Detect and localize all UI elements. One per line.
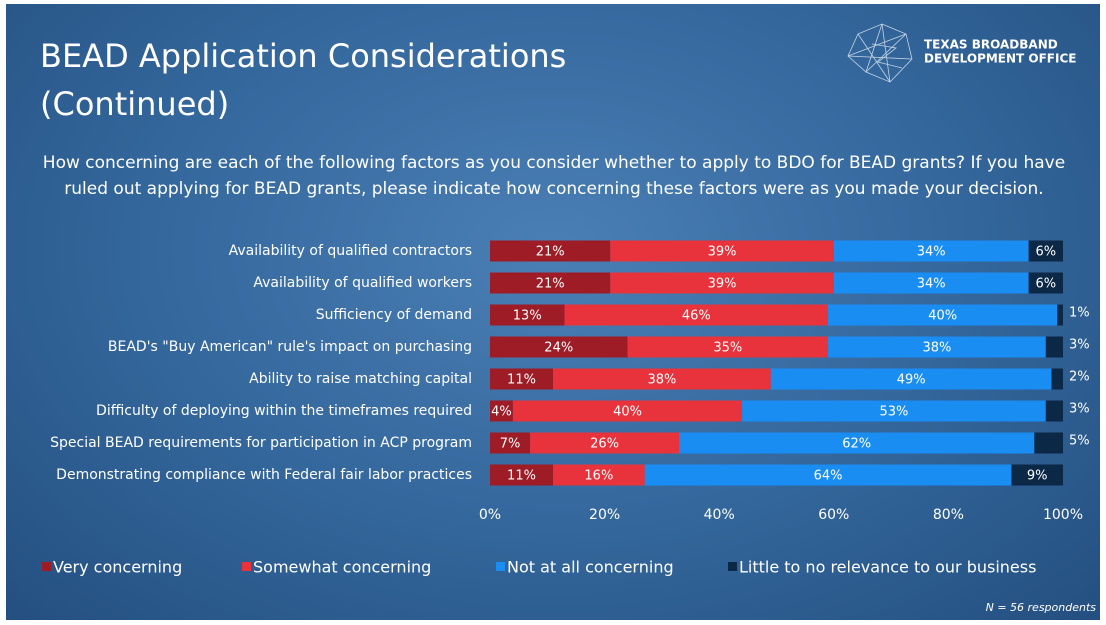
bar-segment <box>644 464 1012 486</box>
data-label: 39% <box>708 245 737 260</box>
category-label: Ability to raise matching capital <box>249 371 472 387</box>
data-label: 3% <box>1069 402 1090 417</box>
data-label: 11% <box>507 373 536 388</box>
x-tick-label: 80% <box>933 507 964 523</box>
bar-segment <box>564 304 829 326</box>
data-label: 3% <box>1069 338 1090 353</box>
legend-swatch <box>42 562 51 571</box>
data-label: 2% <box>1069 370 1090 385</box>
legend-swatch <box>496 562 505 571</box>
bar-segment <box>490 368 554 390</box>
bar-segment <box>512 400 743 422</box>
data-label: 21% <box>536 277 565 292</box>
bar-segment <box>1011 464 1063 486</box>
data-label: 5% <box>1069 434 1090 449</box>
data-label: 64% <box>814 469 843 484</box>
data-label: 39% <box>708 277 737 292</box>
data-label: 6% <box>1035 245 1056 260</box>
x-tick-label: 20% <box>589 507 620 523</box>
category-label: BEAD's "Buy American" rule's impact on p… <box>108 339 472 355</box>
bar-segment <box>1028 272 1063 294</box>
logo-icon <box>847 23 913 83</box>
subtitle: How concerning are each of the following… <box>42 153 1066 199</box>
data-label: 38% <box>922 341 951 356</box>
data-label: 26% <box>590 437 619 452</box>
bar-segment <box>530 432 680 454</box>
bar-segment <box>1045 336 1063 358</box>
bar-segment <box>828 336 1046 358</box>
bar-segment <box>490 400 513 422</box>
bar-segment <box>490 336 628 358</box>
category-label: Demonstrating compliance with Federal fa… <box>56 467 472 483</box>
logo-text: TEXAS BROADBAND <box>924 38 1058 52</box>
data-label: 34% <box>917 277 946 292</box>
x-tick-label: 40% <box>704 507 735 523</box>
x-tick-label: 100% <box>1043 507 1083 523</box>
bar-segment <box>833 272 1029 294</box>
legend-swatch <box>242 562 251 571</box>
legend-label: Little to no relevance to our business <box>739 558 1036 577</box>
bar-segment <box>1034 432 1063 454</box>
category-label: Sufficiency of demand <box>316 307 472 323</box>
title: BEAD Application Considerations (Continu… <box>40 37 567 123</box>
bar-segment <box>610 272 834 294</box>
data-label: 34% <box>917 245 946 260</box>
data-label: 6% <box>1035 277 1056 292</box>
bar-segment <box>679 432 1035 454</box>
bar-segment <box>490 240 611 262</box>
data-label: 4% <box>491 405 512 420</box>
data-label: 40% <box>613 405 642 420</box>
data-label: 7% <box>500 437 521 452</box>
category-label: Availability of qualified workers <box>253 275 472 291</box>
category-label: Special BEAD requirements for participat… <box>50 435 472 451</box>
bar-segment <box>828 304 1058 326</box>
data-label: 46% <box>682 309 711 324</box>
bar-segment <box>1045 400 1063 422</box>
bar-segment <box>770 368 1052 390</box>
bar-segment <box>1051 368 1063 390</box>
data-label: 49% <box>897 373 926 388</box>
legend-swatch <box>728 562 737 571</box>
data-label: 35% <box>713 341 742 356</box>
bar-segment <box>833 240 1029 262</box>
bar-segment <box>553 368 771 390</box>
bar-segment <box>742 400 1046 422</box>
bar-segment <box>490 304 565 326</box>
bar-segment <box>490 432 531 454</box>
x-tick-label: 0% <box>479 507 501 523</box>
data-label: 21% <box>536 245 565 260</box>
data-label: 9% <box>1027 469 1048 484</box>
data-label: 40% <box>928 309 957 324</box>
bar-segment <box>490 464 554 486</box>
bar-segment <box>610 240 834 262</box>
data-label: 13% <box>513 309 542 324</box>
legend-label: Not at all concerning <box>507 558 674 577</box>
bar-segment <box>1057 304 1063 326</box>
bar-segment <box>490 272 611 294</box>
bar-segment <box>553 464 645 486</box>
logo-text: DEVELOPMENT OFFICE <box>924 52 1076 66</box>
note: N = 56 respondents <box>986 601 1097 614</box>
chart: TEXAS BROADBAND DEVELOPMENT OFFICE N = 5… <box>42 23 1097 614</box>
data-label: 24% <box>544 341 573 356</box>
legend-label: Somewhat concerning <box>253 558 431 577</box>
bar-segment <box>627 336 829 358</box>
slide: BEAD Application Considerations (Continu… <box>6 4 1100 620</box>
data-label: 62% <box>842 437 871 452</box>
data-label: 38% <box>647 373 676 388</box>
legend-label: Very concerning <box>53 558 182 577</box>
data-label: 16% <box>584 469 613 484</box>
bar-segment <box>1028 240 1063 262</box>
data-label: 11% <box>507 469 536 484</box>
data-label: 53% <box>880 405 909 420</box>
category-label: Difficulty of deploying within the timef… <box>96 403 472 419</box>
x-tick-label: 60% <box>818 507 849 523</box>
category-label: Availability of qualified contractors <box>229 243 472 259</box>
data-label: 1% <box>1069 306 1090 321</box>
